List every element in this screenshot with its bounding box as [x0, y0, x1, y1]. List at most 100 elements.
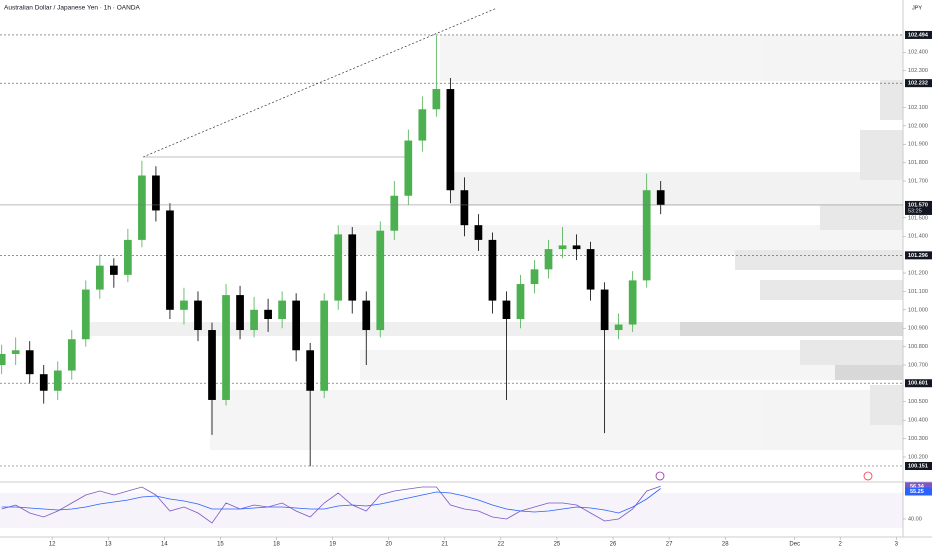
y-tick-label: 101.700 — [908, 178, 928, 184]
candle-body — [418, 109, 427, 141]
level-badge — [905, 251, 932, 260]
level-label: 101.296 — [908, 253, 928, 259]
x-tick-label: 18 — [273, 542, 280, 548]
candle-body — [390, 195, 399, 231]
candle-body — [474, 225, 483, 240]
y-tick-label: 102.400 — [908, 50, 928, 56]
candle-body — [39, 374, 48, 391]
candle-body — [572, 245, 581, 250]
rsi-value-label: 56.34 — [910, 484, 925, 490]
rsi-line — [1, 485, 661, 524]
candle-body — [180, 300, 188, 310]
y-tick-label: 100.700 — [908, 362, 928, 368]
candle-body — [166, 210, 174, 310]
candle-body — [334, 234, 343, 301]
candle-body — [642, 190, 651, 281]
candle-body — [110, 265, 118, 275]
candle-body — [614, 324, 623, 331]
candle-body — [222, 295, 230, 400]
y-tick-label: 102.100 — [908, 105, 928, 111]
y-tick-label: 102.000 — [908, 123, 928, 129]
rsi-badge — [905, 487, 932, 496]
candle-body — [628, 280, 637, 325]
rsi-line — [1, 488, 661, 514]
y-tick-label: 100.400 — [908, 418, 928, 424]
level-badge — [905, 79, 932, 88]
candle-body — [460, 190, 469, 226]
price-badge — [905, 200, 932, 215]
level-badge — [905, 30, 932, 39]
x-tick-label: 25 — [554, 542, 561, 548]
candle-body — [67, 339, 76, 371]
level-badge — [905, 379, 932, 388]
candle-body — [306, 350, 315, 391]
y-tick-label: 102.300 — [908, 68, 928, 74]
candle-body — [250, 309, 258, 331]
x-tick-label: 12 — [49, 542, 56, 548]
y-tick-label: 101.800 — [908, 160, 928, 166]
y-tick-label: 101.900 — [908, 142, 928, 148]
candle-body — [124, 239, 132, 275]
x-tick-label: 3 — [895, 542, 899, 548]
rsi-tick-label: 40.00 — [908, 516, 922, 522]
x-tick-label: 19 — [329, 542, 336, 548]
candle-body — [502, 300, 511, 320]
candle-body — [544, 249, 553, 270]
candle-body — [25, 350, 34, 375]
y-tick-label: 101.100 — [908, 289, 928, 295]
candle-body — [138, 175, 146, 240]
candle-body — [292, 300, 300, 351]
y-tick-label: 101.200 — [908, 270, 928, 276]
candle-body — [278, 300, 286, 320]
candle-body — [11, 350, 20, 354]
rsi-band — [0, 493, 903, 528]
y-tick-label: 101.500 — [908, 215, 928, 221]
x-tick-label: 20 — [385, 542, 392, 548]
x-tick-label: 15 — [217, 542, 224, 548]
event-icon[interactable] — [863, 471, 873, 481]
candle-body — [446, 89, 455, 191]
candle-body — [194, 300, 202, 331]
candle-body — [152, 175, 160, 211]
drawing — [142, 7, 498, 158]
x-tick-label: 21 — [441, 542, 448, 548]
x-tick-label: 13 — [105, 542, 112, 548]
volume-profile — [85, 35, 903, 450]
x-tick-label: 27 — [666, 542, 673, 548]
countdown: 53:25 — [908, 208, 922, 214]
rsi-value-label: 55.25 — [910, 489, 924, 495]
y-tick-label: 100.300 — [908, 436, 928, 442]
level-label: 102.494 — [908, 32, 929, 38]
level-label: 100.601 — [908, 381, 928, 387]
x-tick-label: 28 — [722, 542, 729, 548]
candle-body — [53, 370, 62, 391]
x-tick-label: 22 — [498, 542, 505, 548]
x-tick-label: Dec — [789, 542, 800, 548]
x-tick-label: 26 — [610, 542, 617, 548]
x-tick-label: 2 — [839, 542, 843, 548]
y-tick-label: 100.800 — [908, 344, 928, 350]
candle-body — [558, 245, 567, 250]
level-label: 100.151 — [908, 463, 928, 469]
candle-body — [488, 239, 497, 301]
level-label: 102.232 — [908, 81, 928, 87]
candle-body — [348, 234, 357, 301]
event-icon[interactable] — [655, 471, 665, 481]
rsi-badge — [905, 482, 932, 491]
candle-body — [530, 269, 539, 285]
level-badge — [905, 461, 932, 470]
candle-body — [362, 300, 371, 331]
candle-body — [236, 295, 244, 331]
candle-body — [600, 289, 609, 331]
candle-body — [264, 309, 272, 320]
y-tick-label: 100.200 — [908, 454, 928, 460]
x-tick-label: 14 — [161, 542, 168, 548]
candle-body — [0, 353, 6, 365]
currency-label: JPY — [912, 5, 922, 11]
current-price-label: 101.570 — [908, 202, 928, 208]
candle-body — [320, 300, 329, 391]
y-tick-label: 100.500 — [908, 399, 928, 405]
candle-body — [208, 330, 216, 400]
y-tick-label: 101.400 — [908, 234, 928, 240]
